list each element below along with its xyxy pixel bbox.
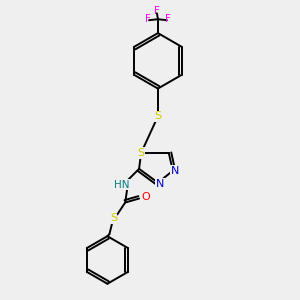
Text: S: S [110,213,117,224]
Text: F: F [154,6,160,16]
Text: N: N [156,179,164,189]
Text: O: O [142,192,150,202]
Text: F: F [165,14,171,24]
Text: S: S [154,111,161,121]
Text: HN: HN [113,180,129,190]
Text: N: N [171,166,179,176]
Text: S: S [137,148,145,158]
Text: F: F [145,14,151,24]
